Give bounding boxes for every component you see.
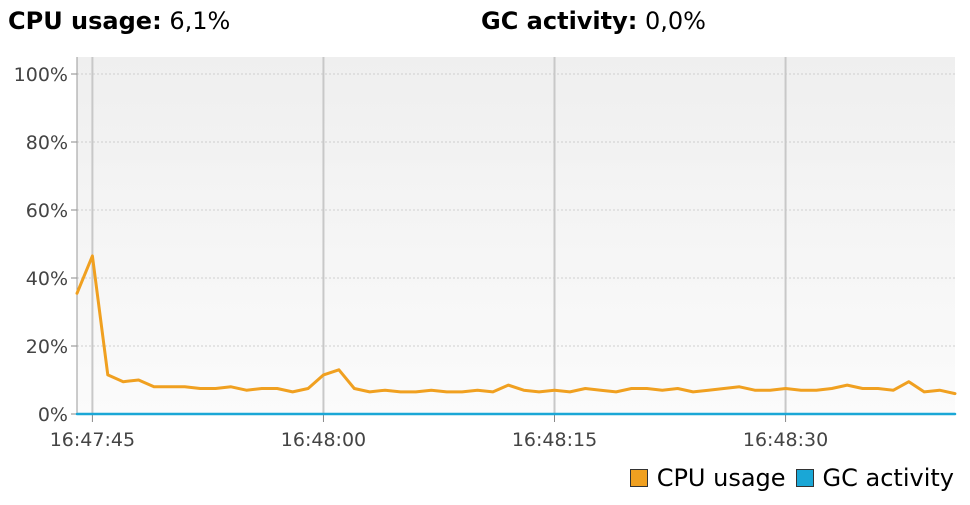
cpu-gc-line-chart: 0% 20% 40% 60% 80% 100% 16:47:45 16:48:00 16:48:… — [14, 57, 957, 451]
y-tick-label: 0% — [38, 404, 68, 426]
grid-lines — [77, 57, 955, 414]
gc-activity-stat: GC activity: 0,0% — [481, 7, 706, 35]
gc-activity-value: 0,0% — [645, 7, 706, 35]
tick-labels: 0% 20% 40% 60% 80% 100% 16:47:45 16:48:00 16:48:… — [14, 64, 829, 451]
x-tick-label: 16:48:15 — [512, 429, 597, 451]
legend-item-cpu[interactable]: CPU usage — [629, 464, 786, 492]
x-tick-label: 16:48:30 — [743, 429, 828, 451]
legend-label-cpu: CPU usage — [656, 464, 786, 492]
y-tick-label: 100% — [14, 64, 68, 86]
gc-activity-swatch — [795, 469, 814, 487]
cpu-usage-stat: CPU usage: 6,1% — [8, 7, 230, 35]
cpu-usage-value: 6,1% — [169, 7, 231, 35]
x-tick-label: 16:48:00 — [281, 429, 366, 451]
cpu-usage-swatch — [629, 469, 648, 487]
series-lines — [75, 254, 957, 416]
legend-item-gc[interactable]: GC activity — [795, 464, 954, 492]
x-tick-label: 16:47:45 — [50, 429, 135, 451]
cpu-usage-line — [75, 254, 957, 396]
stats-header: CPU usage: 6,1% GC activity: 0,0% — [0, 0, 970, 48]
y-tick-label: 80% — [26, 132, 68, 154]
gc-activity-label: GC activity: — [481, 7, 638, 35]
plot-area — [77, 57, 955, 414]
cpu-usage-label: CPU usage: — [8, 7, 162, 35]
y-tick-label: 40% — [26, 268, 68, 290]
chart-legend: CPU usage GC activity — [620, 460, 954, 496]
legend-label-gc: GC activity — [822, 464, 954, 492]
y-tick-label: 60% — [26, 200, 68, 222]
y-tick-label: 20% — [26, 336, 68, 358]
